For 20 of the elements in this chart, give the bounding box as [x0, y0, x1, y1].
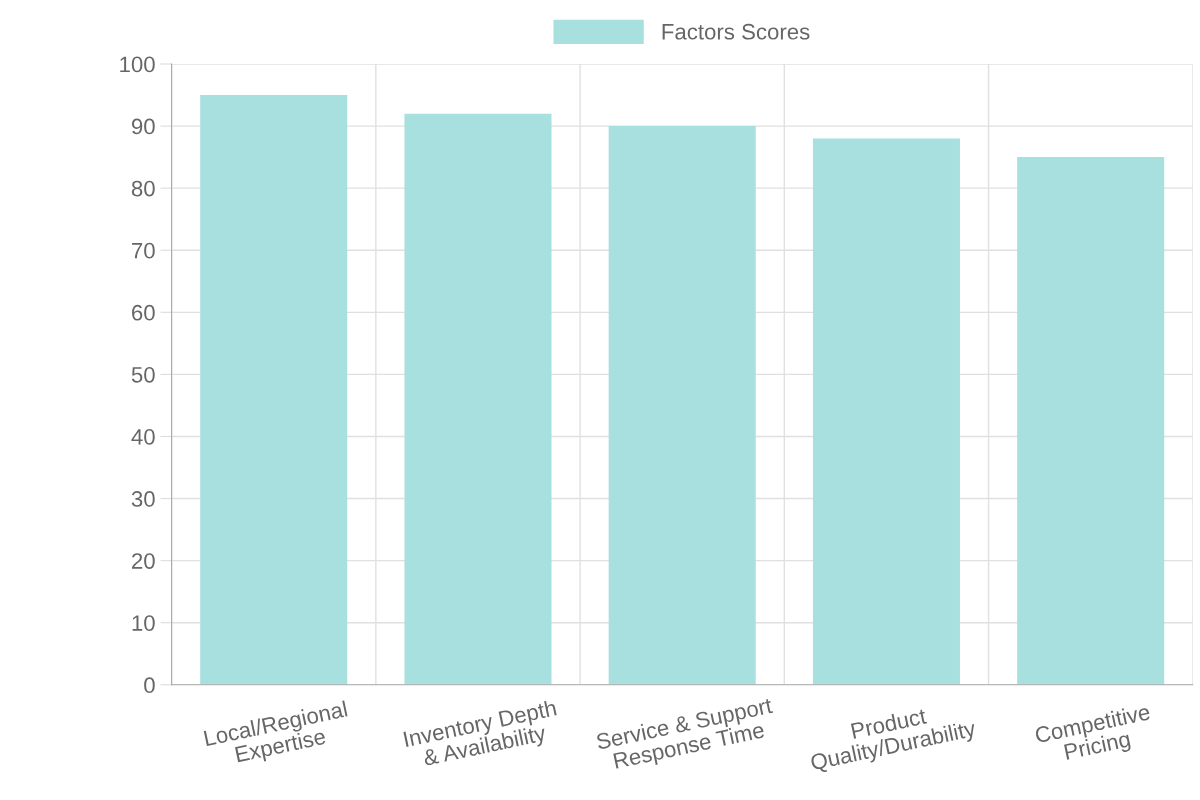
bar	[1017, 157, 1165, 685]
y-tick-label: 20	[132, 553, 155, 569]
y-tick-label: 10	[132, 615, 155, 631]
y-tick-label: 70	[132, 242, 155, 259]
bar	[404, 113, 552, 685]
x-tick-label: Inventory Depth & Availability	[403, 699, 558, 771]
x-tick-label: Service & Support Response Time	[595, 696, 774, 774]
bar	[608, 126, 756, 685]
y-tick-label: 100	[120, 56, 155, 73]
y-tick-label: 50	[131, 366, 155, 383]
bar	[812, 138, 960, 685]
y-tick-label: 30	[131, 491, 155, 507]
legend-label: Factors Scores	[662, 23, 810, 40]
y-tick-label: 90	[131, 118, 155, 135]
y-tick-label: 40	[131, 429, 155, 445]
x-tick-label: Competitive Pricing	[1034, 703, 1152, 765]
y-tick-label: 0	[144, 677, 155, 694]
y-tick-label: 80	[131, 180, 155, 197]
y-tick-label: 60	[132, 304, 155, 321]
bar	[200, 95, 348, 685]
